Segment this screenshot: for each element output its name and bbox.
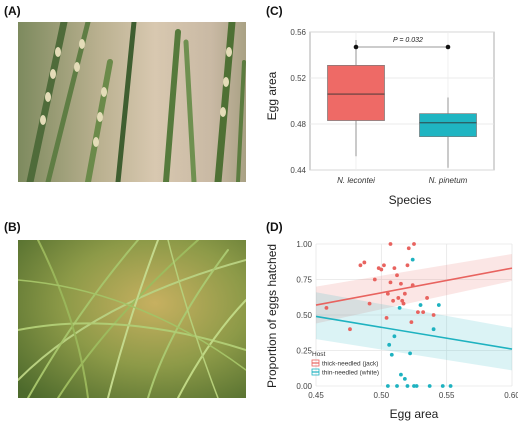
d-point-thick [348,327,352,332]
d-fit-line-thick [315,267,513,306]
panel-label-c: (C) [266,4,283,18]
d-y-axis-label: Proportion of eggs hatched [265,244,279,388]
d-point-thick [385,291,390,296]
d-point-thick [406,246,411,251]
d-point-thick [409,320,414,324]
pine-needles-photo-b [18,240,246,398]
d-y-tick-label: 0.50 [296,311,312,320]
d-legend-label-thin: thin-needled (white) [322,370,379,377]
d-x-tick-label: 0.45 [308,391,324,400]
d-ci-band-thin [316,292,512,371]
d-x-tick-label: 0.50 [374,391,390,400]
d-legend-title: Host [312,351,326,358]
d-point-thick [431,313,436,317]
c-bracket-dot [445,44,451,50]
d-point-thick [358,263,363,268]
egg-area-boxplot: Egg area Species 0.44 0.48 0.52 0.56 N. lec… [265,28,495,207]
c-x-tick-label: N. pinetum [429,176,468,185]
d-x-axis-label: Egg area [390,407,439,421]
d-point-thin [414,384,419,388]
d-x-tick-label: 0.55 [439,391,455,400]
d-legend-label-thick: thick-needled (jack) [322,361,378,368]
d-y-tick-label: 0.00 [296,382,312,391]
c-x-axis-label: Species [389,193,432,207]
c-y-axis-label: Egg area [265,71,279,120]
d-point-thin [405,384,410,388]
d-point-thick [395,273,399,278]
pine-needles-photo-a [18,22,246,182]
d-point-thick [416,310,420,315]
d-point-thin [389,352,394,357]
d-point-thick [402,291,407,296]
d-point-thin [436,303,441,307]
d-point-thick [379,267,384,272]
c-box-pinetum [419,113,477,138]
d-point-thick [388,242,393,246]
panel-label-a: (A) [4,4,21,18]
d-y-tick-label: 0.25 [296,347,312,356]
d-point-thin [402,377,407,381]
d-point-thin [410,257,415,262]
panel-label-d: (D) [266,220,283,234]
d-point-thick [396,296,401,300]
d-point-thin [448,384,453,388]
d-point-thick [401,301,406,306]
d-point-thick [400,298,405,303]
d-legend: Host thick-needled (jack) thin-needled (wh… [311,351,379,377]
d-point-thin [431,327,436,332]
d-point-thin [387,342,392,347]
d-point-thin [412,384,416,388]
c-y-tick-label: 0.52 [290,74,306,83]
d-point-thick [384,315,389,320]
d-y-tick-label: 0.75 [296,276,312,285]
d-point-thin [385,384,390,388]
d-ci-band-thick [316,253,512,324]
c-x-tick-label: N. lecontei [337,176,375,185]
c-y-tick-label: 0.56 [290,28,306,37]
c-y-tick-label: 0.48 [290,120,306,129]
d-point-thin [399,372,403,377]
d-point-thin [392,334,397,339]
d-point-thick [412,242,416,246]
d-point-thick [367,301,372,306]
d-point-thick [388,280,393,285]
d-point-thin [440,384,445,388]
panel-label-b: (B) [4,220,21,234]
d-point-thin [408,351,412,356]
d-fit-line-thin [315,315,513,350]
d-y-tick-label: 1.00 [296,240,312,249]
d-point-thick [324,306,329,310]
c-p-value-annotation: P = 0.032 [393,37,423,44]
d-x-tick-label: 0.60 [504,391,518,400]
d-point-thick [405,263,410,268]
d-point-thin [427,384,432,388]
d-point-thick [399,281,403,286]
d-point-thin [395,384,399,388]
d-point-thin [418,303,423,307]
d-point-thick [392,266,397,271]
hatch-vs-egg-area-scatter: Proportion of eggs hatched Egg area 0.00… [265,240,518,421]
d-point-thick [421,310,426,315]
d-point-thick [362,260,367,265]
d-point-thick [391,298,395,303]
d-point-thin [397,306,402,310]
c-y-tick-label: 0.44 [290,166,306,175]
d-point-thick [425,296,429,300]
c-bracket-dot [353,44,359,50]
c-box-lecontei [327,64,385,121]
d-point-thick [372,277,377,282]
d-point-thick [382,263,386,268]
